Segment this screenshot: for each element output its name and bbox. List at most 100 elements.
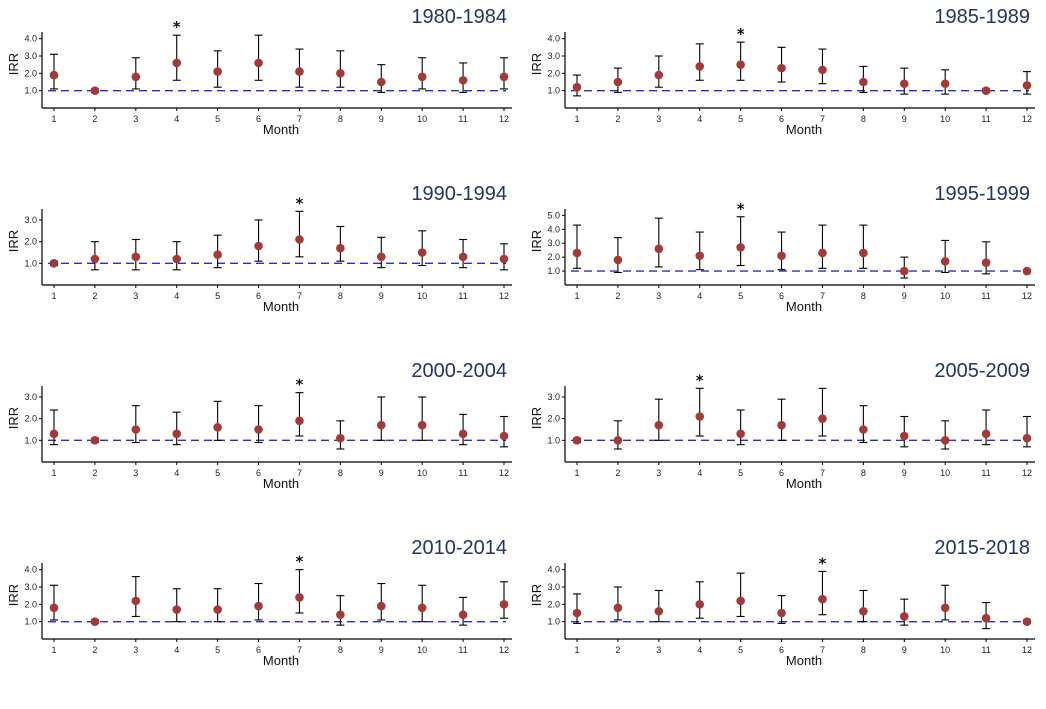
x-tick-label: 10 bbox=[940, 645, 950, 655]
x-tick-label: 6 bbox=[256, 114, 261, 124]
data-point bbox=[818, 248, 827, 258]
data-point bbox=[572, 436, 582, 445]
data-point bbox=[254, 241, 263, 251]
panel-title: 1990-1994 bbox=[411, 183, 507, 205]
data-point bbox=[777, 420, 786, 430]
x-tick-label: 3 bbox=[133, 468, 138, 478]
x-tick-label: 6 bbox=[256, 645, 261, 655]
y-tick-label: 3.0 bbox=[24, 392, 37, 402]
panel-title: 1980-1984 bbox=[411, 6, 507, 28]
data-point bbox=[1022, 433, 1032, 443]
significance-marker: * bbox=[296, 376, 304, 394]
chart-panel: 1985-1989 1.0 2.0 3.0 4.0 IRR 1 2 3 4 5 * 6 7 8 9 10 11 12… bbox=[523, 0, 1046, 177]
x-tick-label: 7 bbox=[297, 291, 302, 301]
data-point bbox=[336, 243, 345, 253]
x-tick-label: 9 bbox=[379, 645, 384, 655]
x-tick-label: 9 bbox=[902, 645, 907, 655]
x-tick-label: 10 bbox=[940, 468, 950, 478]
x-tick-label: 3 bbox=[133, 114, 138, 124]
data-point bbox=[981, 258, 991, 268]
x-tick-label: 3 bbox=[656, 291, 661, 301]
data-point bbox=[458, 75, 468, 85]
x-tick-label: 8 bbox=[861, 114, 866, 124]
significance-marker: * bbox=[819, 554, 827, 572]
x-tick-label: 9 bbox=[379, 291, 384, 301]
data-point bbox=[818, 414, 827, 423]
data-point bbox=[336, 69, 345, 78]
x-tick-label: 2 bbox=[92, 114, 97, 124]
data-point bbox=[899, 431, 909, 441]
y-tick-label: 3.0 bbox=[547, 582, 560, 592]
x-tick-label: 2 bbox=[615, 114, 620, 124]
data-point bbox=[695, 600, 705, 609]
x-axis-title: Month bbox=[263, 476, 299, 491]
data-point bbox=[1022, 266, 1032, 276]
y-tick-label: 1.0 bbox=[547, 617, 560, 627]
data-point bbox=[458, 429, 468, 439]
chart-panel: 2015-2018 1.0 2.0 3.0 4.0 IRR 1 2 3 4 5 6 7 * 8 9 10 11 12… bbox=[523, 531, 1046, 708]
x-tick-label: 5 bbox=[738, 291, 743, 301]
y-tick-label: 1.0 bbox=[547, 86, 560, 96]
x-tick-label: 2 bbox=[92, 291, 97, 301]
data-point bbox=[131, 425, 141, 434]
y-axis-title: IRR bbox=[529, 584, 544, 606]
x-tick-label: 6 bbox=[256, 291, 261, 301]
y-axis-title: IRR bbox=[529, 53, 544, 75]
x-tick-label: 6 bbox=[256, 468, 261, 478]
y-tick-label: 1.0 bbox=[547, 266, 560, 276]
data-point bbox=[654, 244, 664, 254]
data-point bbox=[736, 596, 745, 606]
x-tick-label: 9 bbox=[379, 114, 384, 124]
x-tick-label: 8 bbox=[338, 291, 343, 301]
x-tick-label: 12 bbox=[1022, 291, 1032, 301]
y-tick-label: 2.0 bbox=[547, 599, 560, 609]
data-point bbox=[376, 77, 386, 87]
x-tick-label: 6 bbox=[779, 468, 784, 478]
significance-marker: * bbox=[737, 200, 745, 218]
panel-title: 1995-1999 bbox=[934, 183, 1030, 205]
x-tick-label: 11 bbox=[981, 645, 990, 655]
x-tick-label: 6 bbox=[779, 114, 784, 124]
x-tick-label: 12 bbox=[1022, 645, 1032, 655]
data-point bbox=[131, 72, 141, 82]
data-point bbox=[695, 251, 705, 261]
x-tick-label: 3 bbox=[656, 645, 661, 655]
x-tick-label: 5 bbox=[215, 645, 220, 655]
data-point bbox=[90, 254, 100, 264]
x-tick-label: 3 bbox=[133, 645, 138, 655]
x-tick-label: 8 bbox=[338, 468, 343, 478]
data-point bbox=[818, 594, 827, 604]
x-tick-label: 8 bbox=[861, 645, 866, 655]
x-tick-label: 9 bbox=[902, 291, 907, 301]
significance-marker: * bbox=[737, 25, 745, 43]
y-axis-title: IRR bbox=[6, 230, 21, 252]
data-point bbox=[613, 77, 623, 87]
panel-title: 1985-1989 bbox=[934, 6, 1030, 28]
data-point bbox=[859, 606, 868, 616]
chart-panel: 1990-1994 1.0 2.0 3.0 IRR 1 2 3 4 5 6 7 * 8 9 10 11 12 Mon… bbox=[0, 177, 523, 354]
data-point bbox=[613, 603, 623, 613]
x-tick-label: 7 bbox=[820, 291, 825, 301]
data-point bbox=[254, 425, 263, 434]
x-tick-label: 1 bbox=[51, 291, 56, 301]
x-axis-title: Month bbox=[786, 299, 822, 314]
x-tick-label: 4 bbox=[174, 468, 179, 478]
x-tick-label: 1 bbox=[574, 114, 579, 124]
x-tick-label: 1 bbox=[51, 645, 56, 655]
y-axis-title: IRR bbox=[6, 407, 21, 429]
data-point bbox=[940, 436, 950, 445]
data-point bbox=[336, 610, 345, 620]
x-tick-label: 3 bbox=[656, 114, 661, 124]
data-point bbox=[49, 429, 59, 439]
x-tick-label: 11 bbox=[981, 291, 990, 301]
x-axis-title: Month bbox=[263, 653, 299, 668]
y-tick-label: 2.0 bbox=[547, 414, 560, 424]
y-tick-label: 5.0 bbox=[547, 210, 560, 220]
x-tick-label: 10 bbox=[417, 114, 427, 124]
chart-panel: 1980-1984 1.0 2.0 3.0 4.0 IRR 1 2 3 4 * 5 6 7 8 9 10 11 12… bbox=[0, 0, 523, 177]
x-tick-label: 12 bbox=[1022, 468, 1032, 478]
data-point bbox=[417, 420, 427, 430]
